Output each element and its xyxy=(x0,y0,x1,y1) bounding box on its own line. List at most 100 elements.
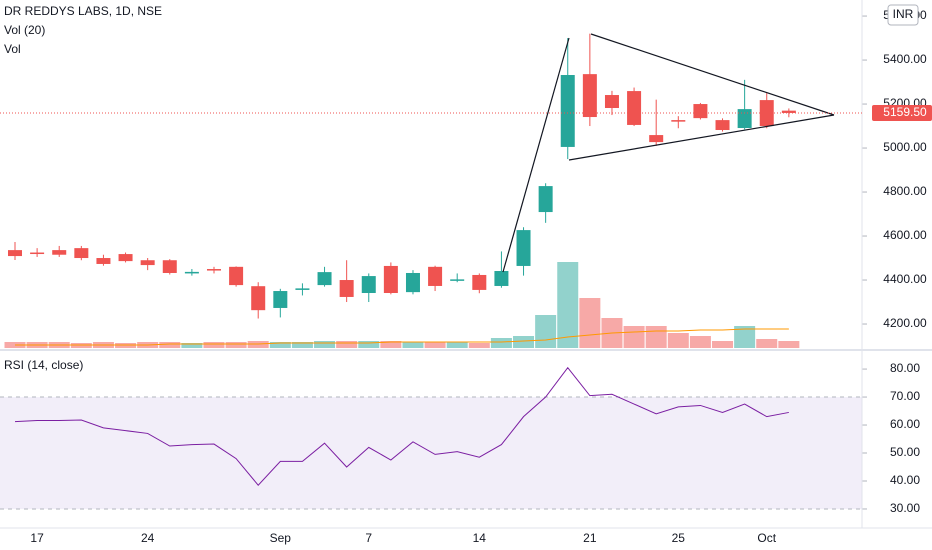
y-tick-label: 70.00 xyxy=(890,389,920,403)
candle-body xyxy=(52,250,67,255)
volume-bar xyxy=(402,342,424,348)
volume-bar xyxy=(513,336,535,348)
last-price-label: 5159.50 xyxy=(883,105,927,119)
x-tick-label: Oct xyxy=(757,531,776,545)
currency-button xyxy=(887,4,919,26)
x-tick-label: 14 xyxy=(473,531,487,545)
volume-bar xyxy=(734,326,756,348)
volume-bar xyxy=(269,342,291,348)
candle-body xyxy=(759,100,774,127)
candle-body xyxy=(693,104,708,119)
volume-bar xyxy=(380,341,402,348)
currency-label: INR xyxy=(893,7,914,21)
candle-body xyxy=(516,230,531,266)
candle-body xyxy=(715,120,730,131)
x-tick-label: 24 xyxy=(141,531,155,545)
candle-body xyxy=(184,271,199,274)
rsi-title: RSI (14, close) xyxy=(4,358,83,372)
y-tick-label: 4400.00 xyxy=(883,272,927,286)
volume-bar xyxy=(756,339,778,348)
candle-body xyxy=(162,260,177,273)
candle-body xyxy=(472,274,487,290)
volume-bar xyxy=(159,342,181,348)
volume-bar xyxy=(645,326,667,348)
volume-bar xyxy=(667,333,689,348)
x-tick-label: 7 xyxy=(365,531,372,545)
x-tick-label: Sep xyxy=(270,531,292,545)
candle-body xyxy=(450,279,465,281)
volume-bar xyxy=(778,341,800,348)
y-tick-label: 4600.00 xyxy=(883,228,927,242)
volume-bar xyxy=(358,341,380,348)
volume-bar xyxy=(712,341,734,348)
candle-body xyxy=(582,74,597,118)
candle-body xyxy=(428,266,443,286)
y-tick-label: 50.00 xyxy=(890,445,920,459)
volume-title: Vol (20) xyxy=(4,23,45,37)
rsi-line xyxy=(14,366,789,486)
y-tick-label: 80.00 xyxy=(890,361,920,375)
volume-bar xyxy=(225,342,247,348)
y-tick-label: 5000.00 xyxy=(883,140,927,154)
candle-body xyxy=(74,248,89,259)
candle-body xyxy=(30,252,45,255)
candle-body xyxy=(649,135,664,143)
overlay: 5159.50 INR xyxy=(0,4,932,121)
volume-bar xyxy=(623,326,645,348)
x-tick-label: 17 xyxy=(30,531,44,545)
y-tick-label: 40.00 xyxy=(890,473,920,487)
candle-body xyxy=(494,271,509,286)
candle-body xyxy=(604,95,619,109)
candle-body xyxy=(96,258,111,264)
triangle-upper xyxy=(590,33,835,116)
y-tick-label: 30.00 xyxy=(890,501,920,515)
volume-bar xyxy=(490,338,512,348)
candle-body xyxy=(118,254,133,262)
drawings xyxy=(502,33,835,273)
y-tick-label: 60.00 xyxy=(890,417,920,431)
candle-body xyxy=(781,110,796,113)
candle-body xyxy=(627,91,642,125)
volume-bar xyxy=(203,342,225,348)
candle-body xyxy=(273,291,288,308)
chart-title: DR REDDYS LABS, 1D, NSE xyxy=(4,4,162,18)
volume-bar xyxy=(468,343,490,348)
candle-body xyxy=(671,120,686,122)
volume-legend: Vol xyxy=(4,42,21,56)
volume-bar xyxy=(535,315,557,348)
volume-bar xyxy=(336,341,358,348)
volume-bar xyxy=(424,342,446,348)
candle-body xyxy=(361,276,376,294)
candle-body xyxy=(295,288,310,290)
candle-body xyxy=(737,109,752,129)
volume-bar xyxy=(181,343,203,348)
candle-body xyxy=(405,272,420,293)
candle-body xyxy=(8,250,22,257)
candle-body xyxy=(383,265,398,294)
candle-body xyxy=(538,186,553,213)
triangle-lower xyxy=(568,114,835,161)
candle-body xyxy=(229,266,244,286)
candle-body xyxy=(206,269,221,271)
flagpole-line xyxy=(502,37,570,273)
volume-bar xyxy=(689,336,711,348)
volume-bar xyxy=(291,342,313,348)
volume-ma-line xyxy=(15,328,789,346)
x-tick-label: 25 xyxy=(672,531,686,545)
candle-body xyxy=(339,280,354,297)
last-price-box xyxy=(872,104,932,121)
volume-bar xyxy=(557,262,579,348)
y-tick-label: 4800.00 xyxy=(883,184,927,198)
candle-body xyxy=(317,272,332,286)
volume-bar xyxy=(446,342,468,348)
volume-bar xyxy=(314,341,336,348)
rsi-band-fill xyxy=(0,397,862,509)
candle-body xyxy=(140,260,155,266)
candle-body xyxy=(251,286,266,311)
x-tick-label: 21 xyxy=(583,531,597,545)
y-tick-label: 5400.00 xyxy=(883,52,927,66)
y-tick-label: 4200.00 xyxy=(883,316,927,330)
candle-body xyxy=(560,75,575,147)
